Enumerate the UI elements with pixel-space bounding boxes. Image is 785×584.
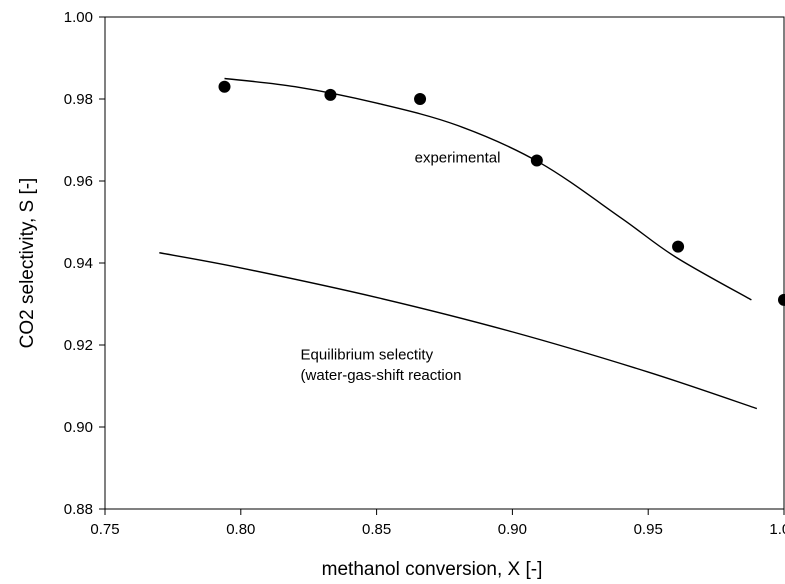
y-tick-label: 1.00 [64,9,93,26]
y-tick-label: 0.94 [64,255,93,272]
y-tick-label: 0.90 [64,419,93,436]
data-point [324,88,337,101]
annotation-label: experimental [415,150,501,167]
experimental-fit-line [224,77,752,301]
y-ticks: 0.88 0.90 0.92 0.94 0.96 0.98 1.00 [64,9,105,518]
y-tick-label: 0.96 [64,173,93,190]
y-tick-label: 0.92 [64,337,93,354]
data-point [530,154,543,167]
x-tick-label: 0.75 [90,521,119,538]
x-ticks: 0.75 0.80 0.85 0.90 0.95 1.00 [90,509,785,538]
annotation-label: (water-gas-shift reaction [301,367,462,384]
x-tick-label: 0.80 [226,521,255,538]
x-axis-label: methanol conversion, X [-] [322,559,543,580]
data-point [414,93,427,105]
y-tick-label: 0.88 [64,501,93,518]
curves [159,77,758,410]
annotation-label: Equilibrium selectity [301,346,434,363]
data-point [218,80,231,93]
data-points [218,80,785,306]
equilibrium-line [159,252,758,410]
x-tick-label: 0.90 [498,521,527,538]
annotations: experimental Equilibrium selectity (water-… [301,150,501,384]
x-tick-label: 0.95 [634,521,663,538]
x-tick-label: 0.85 [362,521,391,538]
data-point [672,240,685,253]
y-axis-label: CO2 selectivity, S [-] [17,178,38,349]
plot-area [104,16,785,510]
x-tick-label: 1.00 [769,521,785,538]
data-point [778,293,785,306]
y-tick-label: 0.98 [64,91,93,108]
